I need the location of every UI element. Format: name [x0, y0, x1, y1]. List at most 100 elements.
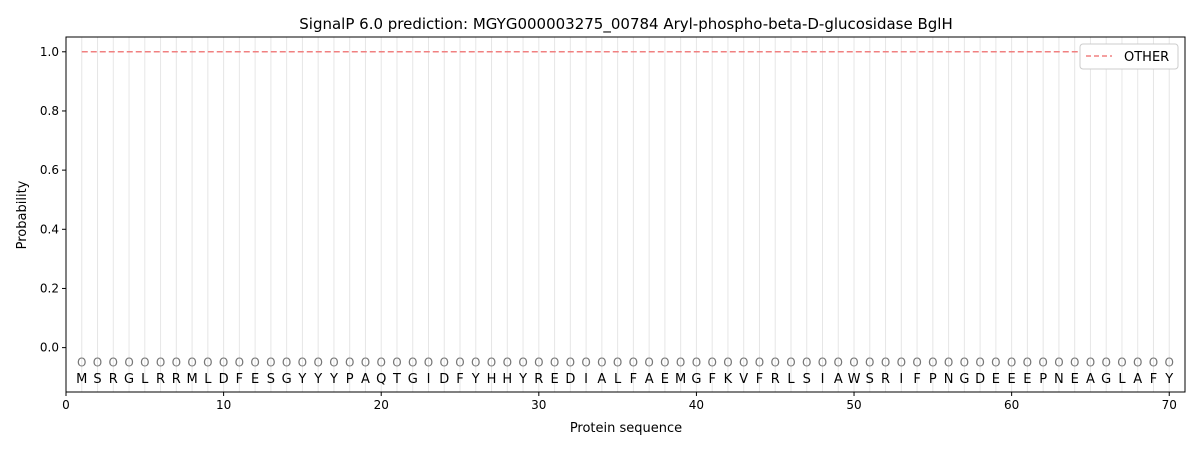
region-marker: O [975, 355, 984, 369]
region-marker: O [455, 355, 464, 369]
region-marker: O [440, 355, 449, 369]
region-marker: O [1133, 355, 1142, 369]
residue-label: G [124, 372, 134, 387]
region-marker: O [912, 355, 921, 369]
region-marker: O [928, 355, 937, 369]
region-marker: O [1038, 355, 1047, 369]
residue-label: E [1071, 372, 1079, 387]
residue-label: E [1023, 372, 1031, 387]
grid [81, 37, 1170, 392]
region-marker: O [1117, 355, 1126, 369]
residue-label: M [76, 372, 87, 387]
residue-label: G [408, 372, 418, 387]
residue-label: Y [471, 372, 480, 387]
region-marker: O [203, 355, 212, 369]
y-axis-label: Probability [15, 180, 30, 249]
region-marker: O [629, 355, 638, 369]
region-marker: O [786, 355, 795, 369]
region-marker: O [692, 355, 701, 369]
residue-label: L [1118, 372, 1126, 387]
x-tick-label: 50 [846, 398, 861, 412]
residue-label: L [141, 372, 149, 387]
residue-label: F [236, 372, 243, 387]
residue-label: L [204, 372, 212, 387]
residue-label: M [675, 372, 686, 387]
x-tick-label: 70 [1162, 398, 1177, 412]
residue-label: R [156, 372, 165, 387]
residue-label: L [787, 372, 795, 387]
residue-label: H [502, 372, 512, 387]
residue-label: G [959, 372, 969, 387]
region-marker: O [1070, 355, 1079, 369]
residue-label: I [427, 372, 431, 387]
region-marker: O [503, 355, 512, 369]
region-marker: O [676, 355, 685, 369]
legend: OTHER [1079, 43, 1179, 70]
region-marker: O [849, 355, 858, 369]
y-tick-label: 0.2 [40, 281, 59, 295]
region-marker: O [487, 355, 496, 369]
region-marker: O [1101, 355, 1110, 369]
region-marker: O [187, 355, 196, 369]
residue-label: Y [297, 372, 306, 387]
residue-label: D [219, 372, 229, 387]
residue-label: R [881, 372, 890, 387]
residue-label: L [614, 372, 622, 387]
region-marker: O [1054, 355, 1063, 369]
region-marker: O [802, 355, 811, 369]
region-marker: O [376, 355, 385, 369]
region-marker: O [944, 355, 953, 369]
residue-label: N [944, 372, 954, 387]
region-marker: O [1023, 355, 1032, 369]
residue-label: K [724, 372, 733, 387]
residue-label: F [708, 372, 715, 387]
region-marker: O [392, 355, 401, 369]
y-tick-label: 1.0 [40, 45, 59, 59]
axes: 0 10 20 30 40 50 60 70 0.0 0.2 0.4 0.6 0.8 1.0 [40, 45, 1177, 412]
residue-label: A [597, 372, 606, 387]
x-tick-label: 30 [531, 398, 546, 412]
residue-label: A [1133, 372, 1142, 387]
region-marker: O [550, 355, 559, 369]
residue-label: N [1054, 372, 1064, 387]
region-marker: O [361, 355, 370, 369]
x-axis-label: Protein sequence [570, 421, 682, 436]
region-marker: O [313, 355, 322, 369]
region-marker: O [298, 355, 307, 369]
residue-label: H [487, 372, 497, 387]
legend-box [1079, 43, 1179, 70]
residue-label: R [534, 372, 543, 387]
residue-label: S [866, 372, 874, 387]
residue-label: Y [1164, 372, 1173, 387]
region-marker: O [1007, 355, 1016, 369]
residue-label: E [992, 372, 1000, 387]
residue-label: E [251, 372, 259, 387]
region-marker: O [172, 355, 181, 369]
residue-label: P [1039, 372, 1047, 387]
y-tick-label: 0.6 [40, 163, 59, 177]
region-marker: O [140, 355, 149, 369]
y-tick-label: 0.0 [40, 341, 59, 355]
x-tick-label: 40 [689, 398, 704, 412]
region-marker: O [77, 355, 86, 369]
residue-label: E [661, 372, 669, 387]
residue-label: A [361, 372, 370, 387]
region-marker: O [1165, 355, 1174, 369]
residue-label: G [1101, 372, 1111, 387]
region-marker: O [818, 355, 827, 369]
residue-label: I [899, 372, 903, 387]
region-marker: O [707, 355, 716, 369]
region-marker: O [109, 355, 118, 369]
region-marker: O [156, 355, 165, 369]
region-marker: O [597, 355, 606, 369]
region-marker: O [471, 355, 480, 369]
region-marker: O [534, 355, 543, 369]
region-marker: O [755, 355, 764, 369]
plot-frame [65, 36, 1186, 393]
region-marker: O [1086, 355, 1095, 369]
region-marker: O [250, 355, 259, 369]
residue-label: P [929, 372, 937, 387]
region-marker: O [613, 355, 622, 369]
